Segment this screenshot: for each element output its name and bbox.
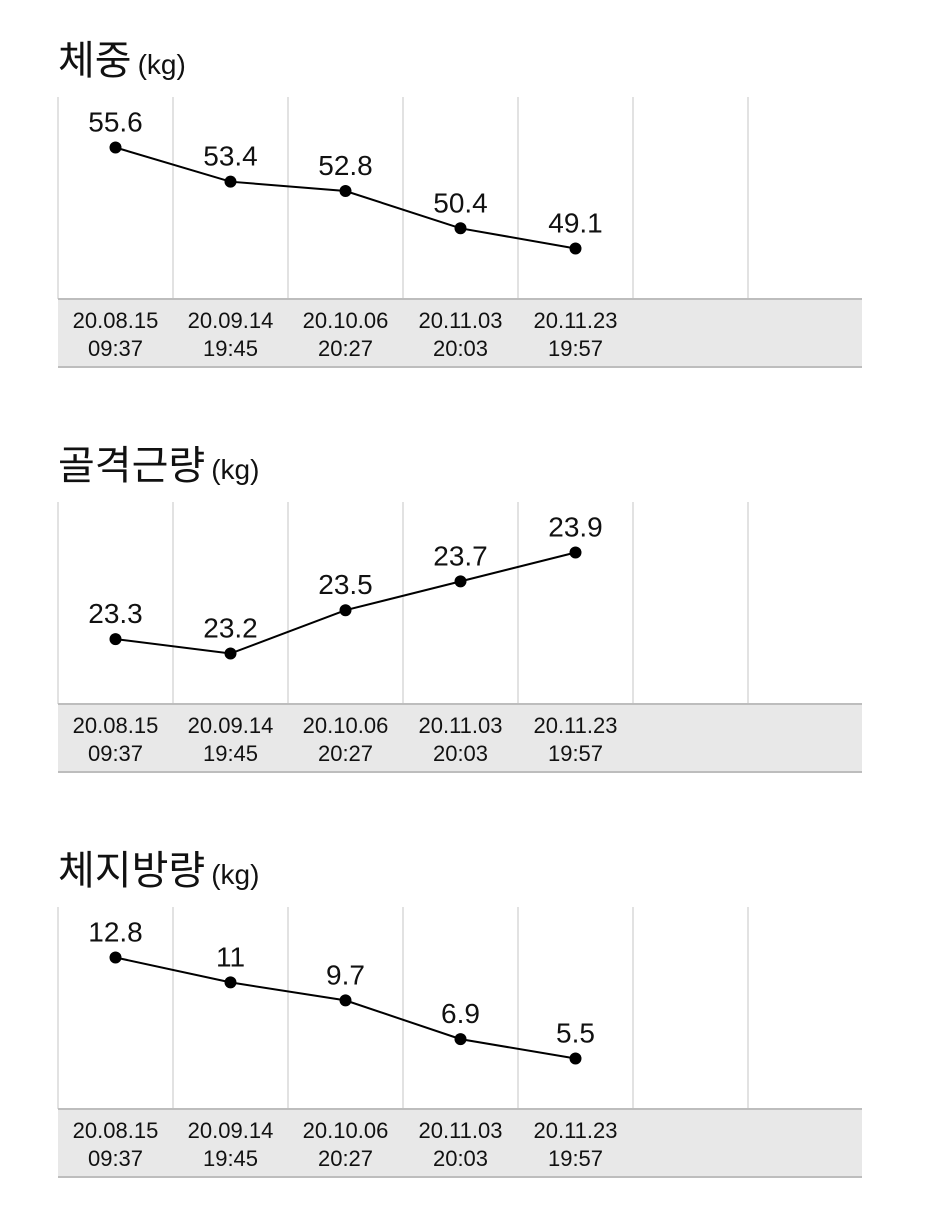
data-point <box>224 976 237 989</box>
data-point <box>339 994 352 1007</box>
value-label: 23.5 <box>318 569 373 600</box>
x-tick-label: 20.11.23 19:57 <box>533 308 618 361</box>
value-label: 23.2 <box>203 613 258 644</box>
data-point <box>109 951 122 964</box>
data-point <box>339 185 352 198</box>
x-tick-label: 20.09.14 19:45 <box>187 308 274 361</box>
x-axis-band <box>58 1109 862 1177</box>
chart-title-row: 체지방량 (kg) <box>58 838 259 896</box>
value-label: 12.8 <box>88 917 143 948</box>
data-point <box>454 222 467 235</box>
value-label: 6.9 <box>441 998 480 1029</box>
data-point <box>454 575 467 588</box>
chart: 55.6 53.4 52.8 50.4 49.1 체중 (kg) 20.08.15 09:37… <box>0 0 936 405</box>
data-point <box>569 546 582 559</box>
value-label: 53.4 <box>203 141 258 172</box>
x-tick-label: 20.11.23 19:57 <box>533 1118 618 1171</box>
chart-plot: 23.3 23.2 23.5 23.7 23.9 <box>57 502 862 773</box>
chart-title-row: 체중 (kg) <box>58 28 186 86</box>
x-tick-label: 20.11.03 20:03 <box>418 713 503 766</box>
value-label: 55.6 <box>88 107 143 138</box>
value-label: 23.3 <box>88 598 143 629</box>
unit-label: (kg) <box>137 49 186 80</box>
chart-plot: 12.8 11 9.7 6.9 5.5 <box>57 907 862 1178</box>
x-tick-label: 20.08.15 09:37 <box>72 1118 159 1171</box>
unit-label: (kg) <box>211 454 260 485</box>
chart-title: 체중 <box>58 39 132 83</box>
chart: 23.3 23.2 23.5 23.7 23.9 골격근량 (kg) 20.08.15 09:… <box>0 405 936 810</box>
x-tick-label: 20.11.03 20:03 <box>418 1118 503 1171</box>
value-label: 50.4 <box>433 187 488 218</box>
chart: 12.8 11 9.7 6.9 5.5 체지방량 (kg) 20.08.15 09:37 20.… <box>0 810 936 1215</box>
x-axis-band <box>58 704 862 772</box>
chart-title: 체지방량 <box>58 849 206 893</box>
data-point <box>109 633 122 646</box>
value-label: 5.5 <box>556 1018 595 1049</box>
x-tick-label: 20.10.06 20:27 <box>302 1118 389 1171</box>
value-label: 52.8 <box>318 150 373 181</box>
value-label: 23.9 <box>548 512 603 543</box>
value-label: 9.7 <box>326 959 365 990</box>
data-point <box>224 175 237 188</box>
data-point <box>339 604 352 617</box>
x-axis-band <box>58 299 862 367</box>
data-point <box>569 1052 582 1065</box>
data-point <box>109 141 122 154</box>
data-point <box>454 1033 467 1046</box>
x-tick-label: 20.11.03 20:03 <box>418 308 503 361</box>
chart-plot: 55.6 53.4 52.8 50.4 49.1 <box>57 97 862 368</box>
value-label: 23.7 <box>433 540 488 571</box>
unit-label: (kg) <box>211 859 260 890</box>
data-point <box>569 242 582 255</box>
x-tick-label: 20.09.14 19:45 <box>187 713 274 766</box>
x-tick-label: 20.08.15 09:37 <box>72 308 159 361</box>
chart-title-row: 골격근량 (kg) <box>58 433 259 491</box>
x-tick-label: 20.08.15 09:37 <box>72 713 159 766</box>
value-label: 11 <box>216 941 245 972</box>
data-line <box>115 551 576 655</box>
value-label: 49.1 <box>548 208 603 239</box>
x-tick-label: 20.10.06 20:27 <box>302 713 389 766</box>
x-tick-label: 20.09.14 19:45 <box>187 1118 274 1171</box>
x-tick-label: 20.10.06 20:27 <box>302 308 389 361</box>
x-tick-label: 20.11.23 19:57 <box>533 713 618 766</box>
data-point <box>224 647 237 660</box>
chart-title: 골격근량 <box>58 444 206 488</box>
